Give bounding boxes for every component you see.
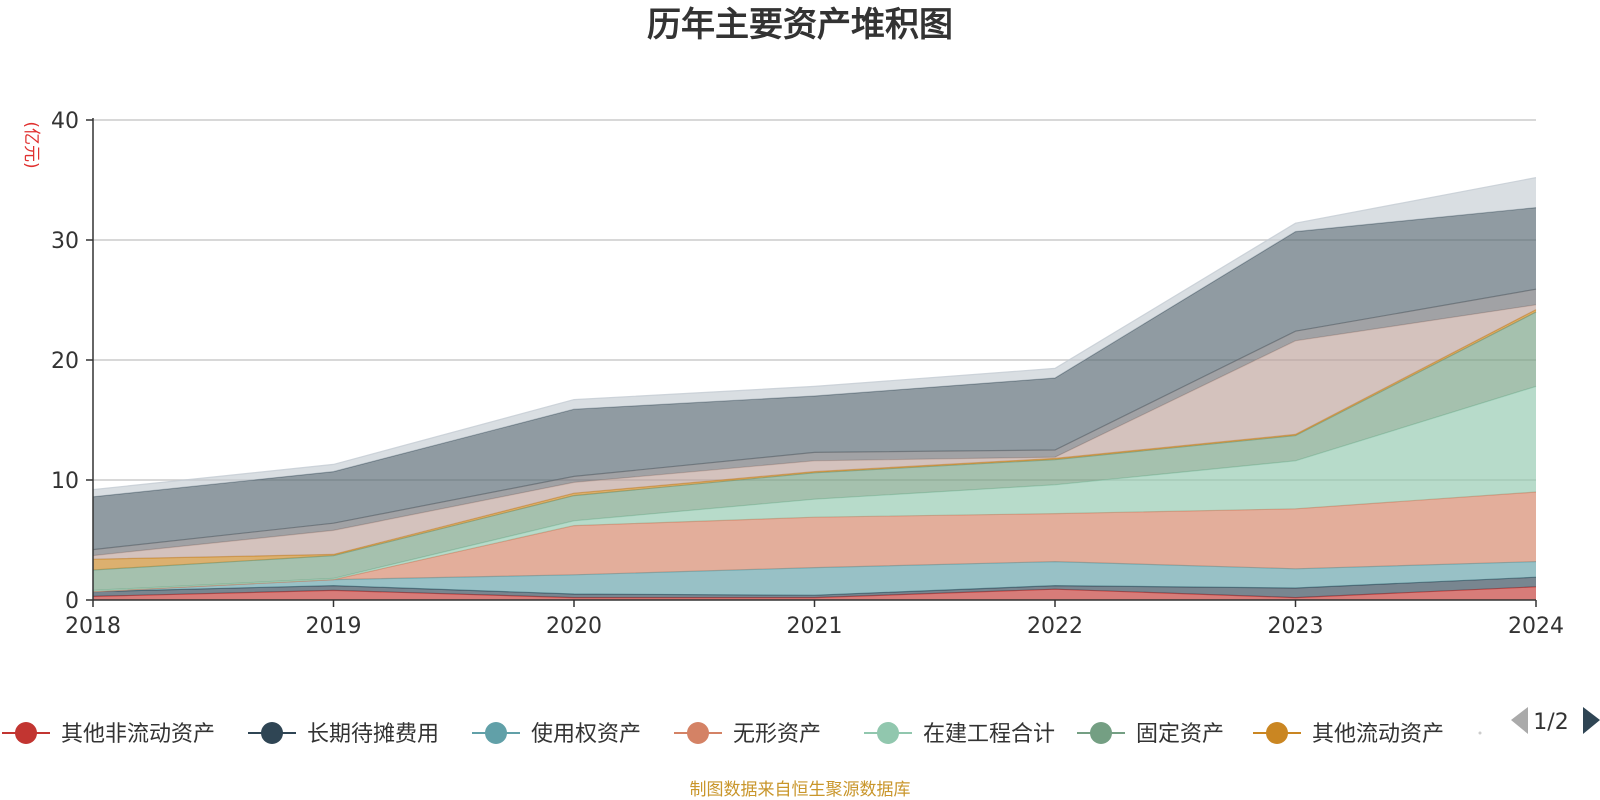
x-tick-label: 2020 — [546, 614, 602, 639]
legend-label: 固定资产 — [1136, 722, 1224, 747]
chart-title: 历年主要资产堆积图 — [647, 5, 953, 45]
legend-marker-icon — [687, 722, 709, 744]
y-tick-label: 10 — [51, 469, 79, 494]
x-tick-label: 2022 — [1027, 614, 1083, 639]
x-tick-label: 2021 — [787, 614, 843, 639]
x-tick-label: 2019 — [306, 614, 362, 639]
x-tick-label: 2018 — [65, 614, 121, 639]
legend-marker-icon — [15, 722, 37, 744]
x-tick-label: 2023 — [1268, 614, 1324, 639]
y-tick-label: 20 — [51, 349, 79, 374]
legend-label: 使用权资产 — [531, 722, 641, 747]
data-source-note: 制图数据来自恒生聚源数据库 — [690, 780, 911, 800]
area-series-11[interactable] — [92, 177, 1537, 497]
legend-label: 其他流动资产 — [1312, 722, 1444, 747]
area-fill[interactable] — [93, 312, 1536, 591]
area-fill[interactable] — [93, 304, 1536, 560]
legend-item[interactable]: 其他非流动资产 — [2, 722, 215, 747]
legend-marker-icon — [1090, 722, 1112, 744]
area-fill[interactable] — [93, 386, 1536, 592]
area-fill[interactable] — [93, 289, 1536, 556]
legend-label: 无形资产 — [733, 722, 821, 747]
legend-next-page-icon[interactable] — [1583, 707, 1600, 734]
area-fill[interactable] — [93, 586, 1536, 600]
legend-item[interactable]: 无形资产 — [674, 722, 821, 747]
legend-page-indicator: 1/2 — [1533, 710, 1568, 735]
legend-label: 在建工程合计 — [923, 722, 1055, 747]
legend[interactable]: 其他非流动资产 长期待摊费用 使用权资产 无形资产 在建工程合计 固定资产 其他流动资产 — [2, 722, 1482, 747]
legend-marker-icon — [261, 722, 283, 744]
area-line — [92, 177, 1537, 491]
legend-overflow-dot — [1478, 731, 1482, 735]
legend-marker-icon — [1266, 722, 1288, 744]
legend-item[interactable]: 其他流动资产 — [1253, 722, 1444, 747]
legend-item[interactable]: 长期待摊费用 — [248, 722, 439, 747]
area-fill[interactable] — [93, 207, 1536, 550]
y-tick-label: 0 — [65, 589, 79, 614]
legend-item[interactable]: 使用权资产 — [472, 722, 641, 747]
legend-prev-page-icon[interactable] — [1511, 707, 1528, 734]
area-fill[interactable] — [93, 492, 1536, 592]
legend-label: 长期待摊费用 — [307, 722, 439, 747]
y-tick-label: 40 — [51, 109, 79, 134]
area-fill[interactable] — [93, 561, 1536, 596]
legend-item[interactable]: 在建工程合计 — [864, 722, 1055, 747]
area-series[interactable] — [92, 177, 1537, 600]
legend-pager[interactable]: 1/2 — [1511, 707, 1600, 735]
legend-marker-icon — [485, 722, 507, 744]
axes: 0 10 20 30 40 2018 2019 2020 2021 2022 2023 2024 — [51, 109, 1564, 639]
legend-marker-icon — [877, 722, 899, 744]
legend-label: 其他非流动资产 — [61, 722, 215, 747]
area-fill[interactable] — [93, 577, 1536, 598]
area-fill[interactable] — [93, 177, 1536, 497]
legend-item[interactable]: 固定资产 — [1077, 722, 1224, 747]
x-tick-label: 2024 — [1508, 614, 1564, 639]
y-tick-label: 30 — [51, 229, 79, 254]
y-axis-unit-label: (亿元) — [21, 121, 41, 168]
